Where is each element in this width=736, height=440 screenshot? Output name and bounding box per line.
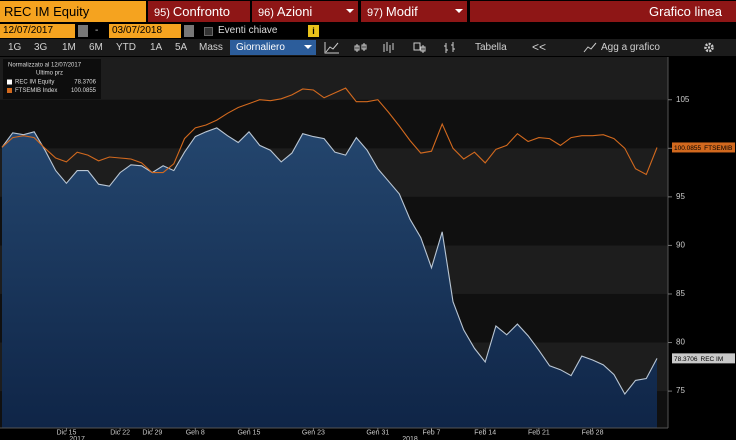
calendar-icon[interactable] [184,25,194,37]
frequency-label: Giornaliero [236,42,285,53]
table-button[interactable]: Tabella [475,42,507,53]
value-tag [672,353,735,364]
ticker-input[interactable]: REC IM Equity [0,1,146,22]
dropdown-arrow [455,9,463,13]
y-tick-label: 95 [676,192,685,201]
settings-icon[interactable] [702,41,716,54]
y-tick-label: 75 [676,386,685,395]
back-button[interactable]: << [532,40,547,54]
value-tag-name: REC IM [701,356,724,363]
chart-type-label: Grafico linea [470,1,736,22]
menu-number: 97) [367,7,383,19]
period-button[interactable]: 6M [89,42,103,53]
chart-style-icons[interactable] [322,40,464,55]
add-to-chart-button[interactable]: Agg a grafico [601,42,660,53]
value-tag-name: FTSEMIB [704,145,732,152]
legend-label: REC IM Equity [15,80,54,86]
x-tick-label: Dic 15 [57,429,77,436]
period-button[interactable]: Mass [199,42,223,53]
calendar-icon[interactable] [78,25,88,37]
end-date[interactable]: 03/07/2018 [109,24,181,38]
menu-button[interactable]: 95) Confronto [148,1,250,22]
menu-button[interactable]: 96) Azioni [252,1,358,22]
x-tick-label: Gen 8 [186,429,205,436]
legend: Normalizzato al 12/07/2017 Ultimo prz RE… [3,59,101,99]
events-checkbox[interactable] [204,27,213,36]
value-tag-value: 100.0855 [674,145,701,152]
period-button[interactable]: YTD [116,42,136,53]
x-tick-label: Feb 7 [423,429,441,436]
period-button[interactable]: 1M [62,42,76,53]
menu-label: Confronto [172,4,230,19]
legend-swatch [7,88,12,93]
y-tick-label: 80 [676,338,685,347]
x-tick-label: Feb 14 [474,429,496,436]
x-group-label: 2017 [69,436,85,440]
line [1,87,658,176]
x-tick-label: Dic 22 [110,429,130,436]
legend-subtitle: Ultimo prz [36,71,63,77]
legend-swatch [7,79,12,85]
x-tick-label: Gen 31 [366,429,389,436]
background-band [0,99,668,149]
menu-number: 95) [154,7,170,19]
menu-button[interactable]: 97) Modif [361,1,467,22]
period-button[interactable]: 1A [150,42,163,53]
start-date[interactable]: 12/07/2017 [0,24,75,38]
events-label: Eventi chiave [218,25,278,36]
x-tick-label: Gen 23 [302,429,325,436]
value-tag-label: 100.0855 FTSEMIB [674,145,732,152]
date-separator: - [95,25,99,36]
dropdown-arrow [304,45,312,49]
frequency-dropdown[interactable]: Giornaliero [230,40,316,55]
line [1,127,658,395]
value-tag-value: 78.3706 [674,356,698,363]
add-icon [583,42,597,53]
area [2,127,657,429]
x-tick-label: Feb 21 [528,429,550,436]
x-tick-label: Dic 29 [142,429,162,436]
period-button[interactable]: 3G [34,42,48,53]
menu-label: Azioni [276,4,313,19]
menu-label: Modif [385,4,418,19]
y-tick-label: 90 [676,241,685,250]
legend-value: 100.0855 [71,88,97,94]
legend-value: 78.3706 [74,80,96,86]
legend-box [3,59,101,99]
legend-title: Normalizzato al 12/07/2017 [8,63,82,69]
period-button[interactable]: 1G [8,42,22,53]
x-tick-label: Gen 15 [237,429,260,436]
x-tick-label: Feb 28 [582,429,604,436]
dropdown-arrow [346,9,354,13]
menu-number: 96) [258,7,274,19]
y-tick-label: 85 [676,289,685,298]
x-group-label: 2018 [402,436,418,440]
value-tag [672,142,735,153]
legend-label: FTSEMIB Index [15,88,57,94]
info-icon[interactable]: i [308,25,319,37]
background-band [0,57,668,100]
y-tick-label: 105 [676,95,690,104]
period-button[interactable]: 5A [175,42,188,53]
value-tag-label: 78.3706 REC IM [674,356,723,363]
toolbar [0,39,736,56]
